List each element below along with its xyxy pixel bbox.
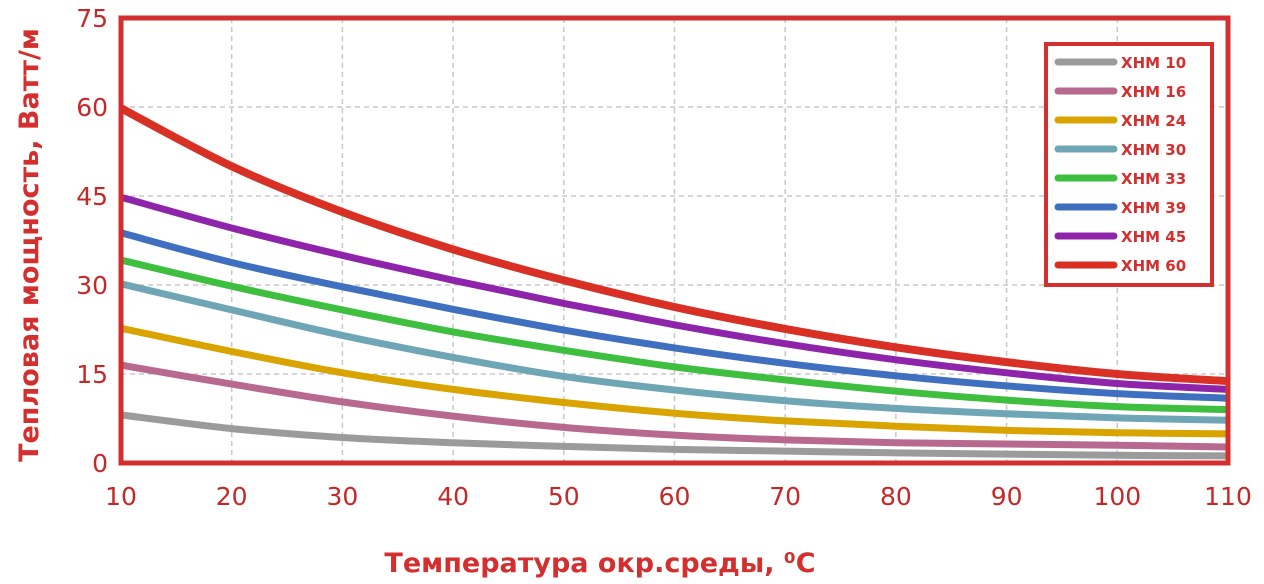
series-line: [120, 361, 1229, 451]
x-tick-label: 70: [769, 482, 801, 511]
series-line: [120, 229, 1229, 402]
series-group: [119, 104, 1229, 460]
legend-label: ХНМ 30: [1121, 141, 1186, 159]
legend: ХНМ 10 ХНМ 16 ХНМ 24 ХНМ 30 ХНМ 33 ХНМ 39 ХНМ …: [1044, 42, 1214, 287]
legend-box: [1044, 42, 1214, 287]
ticks: 10 20 30 40 50 60 70 80 90 100 110 0 15 30 45 60 75: [76, 4, 1252, 511]
series-line: [120, 324, 1229, 438]
x-tick-label: 20: [216, 482, 248, 511]
x-tick-label: 60: [659, 482, 691, 511]
x-tick-label: 30: [326, 482, 358, 511]
legend-label: ХНМ 16: [1121, 83, 1186, 101]
legend-label: ХНМ 39: [1121, 199, 1186, 217]
y-tick-label: 30: [76, 271, 108, 300]
legend-label: ХНМ 60: [1121, 257, 1186, 275]
y-tick-label: 15: [76, 360, 108, 389]
x-tick-label: 90: [991, 482, 1023, 511]
x-tick-label: 40: [437, 482, 469, 511]
legend-label: ХНМ 45: [1121, 228, 1186, 246]
x-tick-label: 80: [880, 482, 912, 511]
y-tick-label: 45: [76, 182, 108, 211]
series-line: [120, 280, 1229, 424]
x-tick-label: 110: [1204, 482, 1252, 511]
series-line: [119, 104, 1229, 386]
x-tick-label: 50: [548, 482, 580, 511]
plot-frame: [118, 15, 1231, 466]
series-line: [120, 193, 1229, 393]
series-line: [120, 256, 1229, 414]
y-axis-title: Тепловая мощность, Ватт/м: [14, 28, 45, 462]
legend-label: ХНМ 10: [1121, 54, 1186, 72]
legend-label: ХНМ 24: [1121, 112, 1186, 130]
series-line: [120, 411, 1229, 460]
x-tick-label: 100: [1093, 482, 1141, 511]
legend-label: ХНМ 33: [1121, 170, 1186, 188]
y-tick-label: 0: [92, 449, 108, 478]
y-tick-label: 60: [76, 93, 108, 122]
y-tick-label: 75: [76, 4, 108, 33]
x-tick-label: 10: [105, 482, 137, 511]
x-axis-title: Температура окр.среды, ⁰С: [384, 548, 815, 579]
